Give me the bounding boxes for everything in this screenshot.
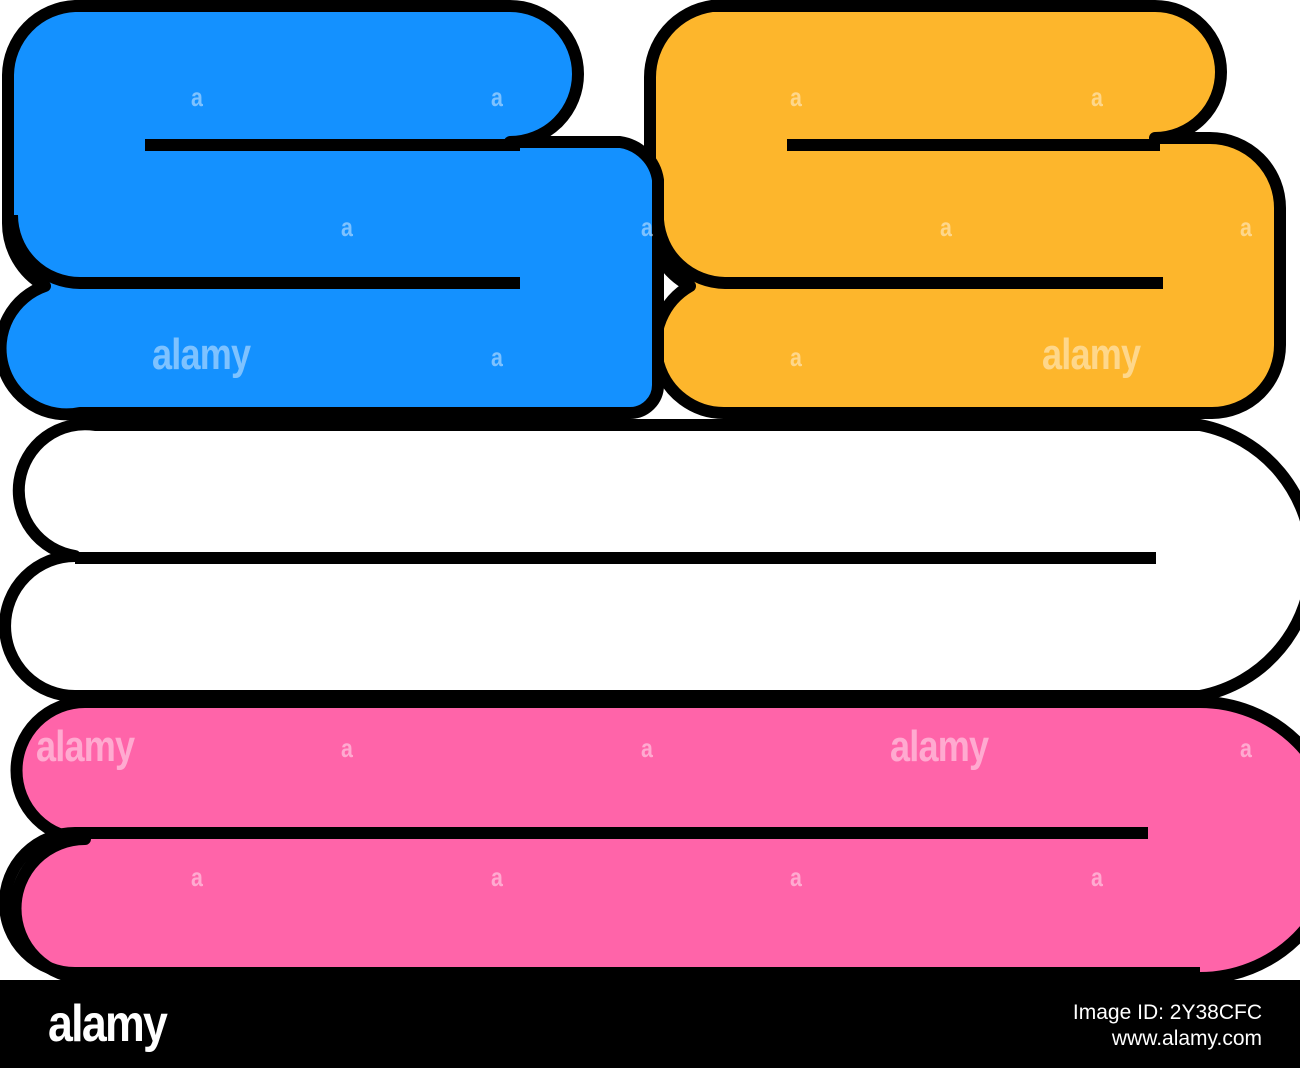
alamy-logo: alamy xyxy=(48,995,168,1053)
footer-info: Image ID: 2Y38CFC www.alamy.com xyxy=(1073,1000,1262,1052)
pink-towel xyxy=(0,696,1300,980)
yellow-towel-shape xyxy=(643,0,1286,420)
image-id-label: Image ID: 2Y38CFC xyxy=(1072,1001,1262,1024)
pink-towel-lower-fold xyxy=(0,827,1200,979)
white-towel xyxy=(0,418,1300,702)
blue-towel-shape xyxy=(0,0,664,421)
site-url: www.alamy.com xyxy=(1111,1027,1262,1050)
blue-towel xyxy=(0,0,664,421)
towels-stack-illustration xyxy=(0,0,1300,980)
blue-towel-mid-fold-line xyxy=(6,214,520,289)
yellow-towel xyxy=(643,0,1286,420)
pink-towel-upper-fold xyxy=(9,696,1300,980)
stock-footer-bar: alamy Image ID: 2Y38CFC www.alamy.com xyxy=(0,980,1300,1068)
